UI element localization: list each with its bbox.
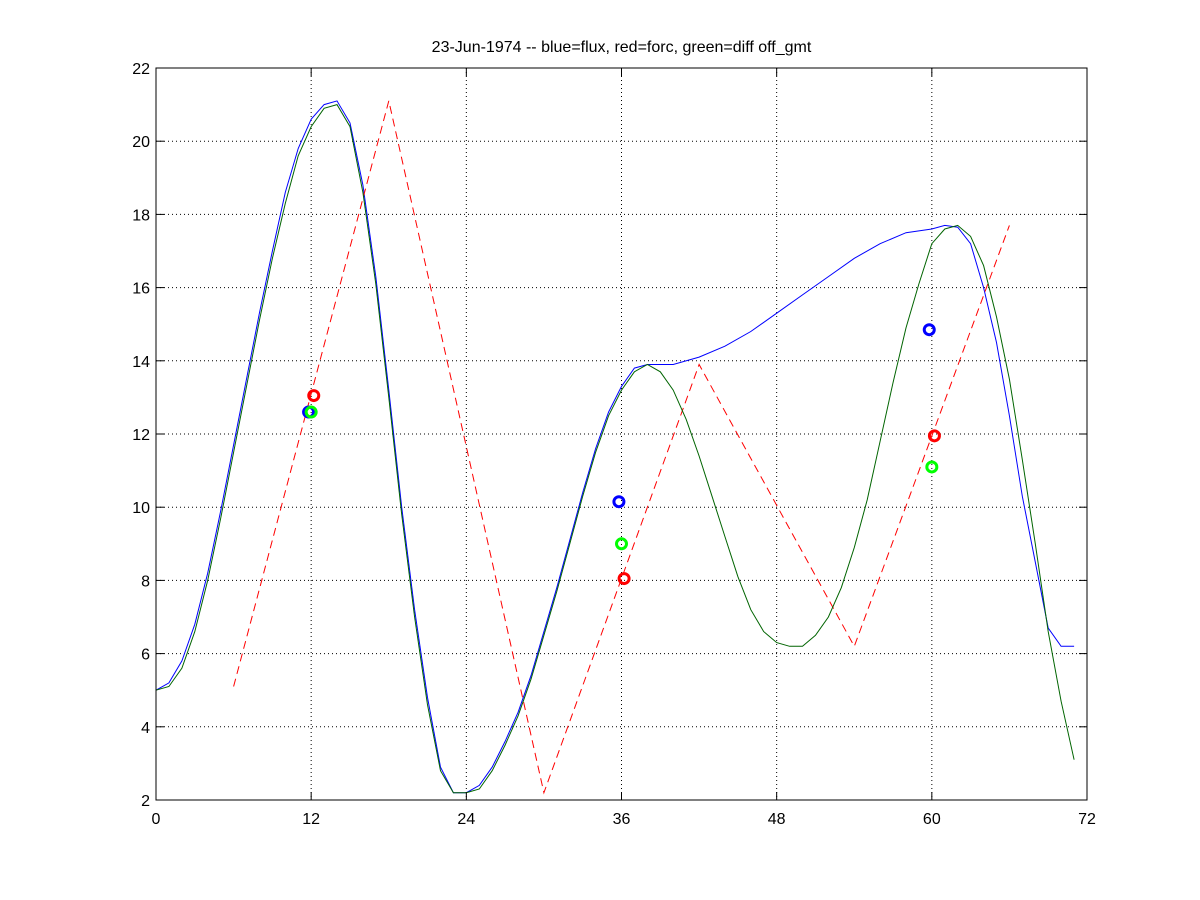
y-tick-label: 4 (141, 720, 150, 737)
series-line-2 (155, 104, 1075, 794)
data-marker (922, 323, 936, 337)
y-tick-label: 22 (132, 61, 150, 78)
data-marker (307, 389, 321, 403)
data-marker (304, 405, 318, 419)
y-tick-label: 8 (141, 573, 150, 590)
x-tick-label: 0 (152, 811, 161, 828)
plot-frame (155, 67, 1088, 801)
y-tick-label: 16 (132, 281, 150, 298)
y-tick-label: 6 (141, 647, 150, 664)
data-marker (612, 495, 626, 509)
series-line-0 (155, 100, 1075, 794)
markers (302, 323, 941, 586)
x-tick-label: 36 (613, 811, 631, 828)
y-tick-label: 20 (132, 134, 150, 151)
data-marker (925, 460, 939, 474)
x-tick-label: 48 (768, 811, 786, 828)
data-marker (615, 537, 628, 551)
x-tick-label: 24 (457, 811, 475, 828)
y-tick-label: 12 (132, 427, 150, 444)
x-tick-label: 60 (923, 811, 941, 828)
y-tick-label: 14 (132, 354, 150, 371)
y-tick-label: 10 (132, 500, 150, 517)
x-tick-label: 72 (1078, 811, 1096, 828)
y-tick-label: 18 (132, 207, 150, 224)
x-tick-label: 12 (302, 811, 320, 828)
y-tick-label: 2 (141, 793, 150, 810)
axes (155, 67, 1088, 801)
grid-lines (156, 68, 1087, 800)
data-marker (617, 572, 631, 586)
series-lines (155, 100, 1075, 795)
chart-title: 23-Jun-1974 -- blue=flux, red=forc, gree… (432, 39, 812, 56)
data-marker (927, 429, 941, 443)
